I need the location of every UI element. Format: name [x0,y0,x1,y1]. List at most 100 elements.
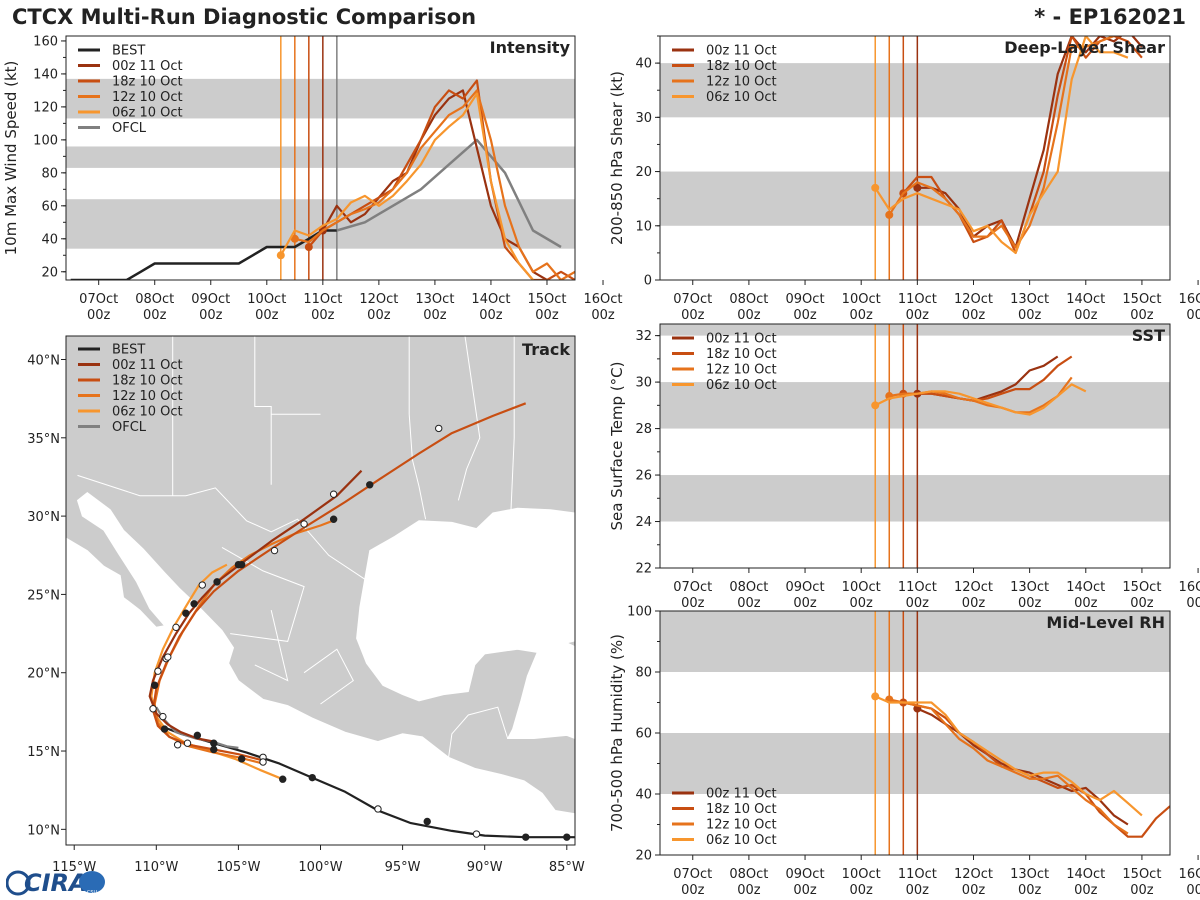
x-tick-label-hour: 00z [1074,308,1098,323]
legend-label-r12z10: 12z 10 Oct [706,75,777,90]
x-tick-label-hour: 00z [87,308,111,323]
legend-label-r00z11: 00z 11 Oct [706,44,777,59]
x-tick-label-hour: 00z [906,596,930,611]
series-layer [871,692,1170,838]
x-tick-label-date: 16Oct [1179,580,1200,595]
y-tick-label: 40 [635,57,652,72]
x-tick-label-hour: 00z [906,883,930,898]
y-tick-label: 80 [41,166,58,181]
y-tick-label: 22 [635,562,652,577]
track-point-r06z10 [237,755,246,763]
x-tick-label-hour: 00z [906,308,930,323]
x-tick-label-hour: 00z [793,308,817,323]
legend-label-ofcl: OFCL [112,121,147,136]
series-line-r06z10 [874,383,1087,416]
legend-label-ofcl: OFCL [112,420,147,435]
x-tick-label-hour: 00z [367,308,391,323]
track-point-r18z10 [366,481,374,489]
legend-label-r06z10: 06z 10 Oct [706,833,777,848]
y-axis-label: Sea Surface Temp (°C) [608,361,626,530]
track-point-best [423,817,431,826]
legend-label-r18z10: 18z 10 Oct [706,347,777,362]
lon-tick-label: 115°W [52,860,96,875]
lat-tick-label: 15°N [27,745,60,760]
track-point-r00z11 [329,490,338,498]
csu-logo-text: CSU [87,890,98,896]
x-tick-label-date: 13Oct [415,292,454,307]
x-tick-label-date: 11Oct [303,292,342,307]
x-tick-label-date: 07Oct [673,867,712,882]
legend-label-r18z10: 18z 10 Oct [112,374,183,389]
x-tick-label-hour: 00z [681,883,705,898]
plot-frame [65,35,576,281]
y-tick-label: 10 [635,219,652,234]
y-axis-label: 200-850 hPa Shear (kt) [608,71,626,245]
shear-panel: 01020304007Oct00z08Oct00z09Oct00z10Oct00… [608,35,1200,323]
legend-label-r06z10: 06z 10 Oct [112,405,183,420]
sst-panel: 22242628303207Oct00z08Oct00z09Oct00z10Oc… [608,323,1200,611]
y-tick-label: 20 [635,849,652,864]
panel-title: Mid-Level RH [1046,613,1165,632]
x-tick-label-date: 15Oct [527,292,566,307]
track-point-r00z11 [300,520,308,528]
init-point-r12z10 [885,210,894,219]
series-line-r06z10 [279,92,534,280]
track-point-r18z10 [210,745,218,754]
shade-band-2 [66,78,575,119]
track-point-r06z10 [183,739,192,747]
init-point-r00z11 [913,183,922,192]
legend-label-r06z10: 06z 10 Oct [706,90,777,105]
series-line-r06z10 [874,695,1143,817]
y-tick-label: 26 [635,469,652,484]
legend-label-r18z10: 18z 10 Oct [706,59,777,74]
lon-tick-label: 95°W [385,860,421,875]
track-point-r06z10 [279,775,287,783]
x-tick-label-date: 16Oct [1179,292,1200,307]
track-point-r18z10 [164,653,172,661]
track-point-r12z10 [172,623,180,632]
legend-label-r00z11: 00z 11 Oct [706,332,777,347]
x-tick-label-hour: 00z [1186,596,1200,611]
x-tick-label-date: 08Oct [729,580,768,595]
track-point-r18z10 [190,600,198,608]
x-tick-label-hour: 00z [850,596,874,611]
lon-tick-label: 85°W [549,860,585,875]
x-tick-label-date: 12Oct [954,580,993,595]
x-tick-label-date: 08Oct [729,867,768,882]
x-tick-label-date: 14Oct [1066,867,1105,882]
x-tick-label-hour: 00z [737,596,761,611]
shade-band-1 [660,611,1170,672]
track-line-r18z10 [151,402,527,762]
x-tick-label-date: 14Oct [1066,292,1105,307]
track-point-r18z10 [234,560,243,569]
x-tick-label-date: 13Oct [1010,867,1049,882]
y-tick-label: 30 [635,376,652,391]
series-line-r12z10 [888,36,1115,249]
x-tick-label-hour: 00z [1186,308,1200,323]
x-tick-label-date: 10Oct [247,292,286,307]
lon-tick-label: 90°W [467,860,503,875]
lon-tick-label: 105°W [216,860,260,875]
x-tick-label-date: 09Oct [786,292,825,307]
panel-title: SST [1132,326,1165,345]
x-tick-label-date: 07Oct [79,292,118,307]
plot-frame [659,35,1171,281]
x-tick-label-hour: 00z [311,308,335,323]
border-line-5 [510,336,515,510]
y-tick-label: 30 [635,111,652,126]
cira-logo-ring [6,870,31,896]
border-line-7 [448,706,509,758]
x-tick-label-date: 09Oct [191,292,230,307]
y-tick-label: 40 [41,232,58,247]
x-tick-label-date: 13Oct [1010,292,1049,307]
y-tick-label: 32 [635,329,652,344]
x-tick-label-hour: 00z [423,308,447,323]
y-tick-label: 28 [635,422,652,437]
y-tick-label: 100 [627,605,652,620]
x-tick-label-date: 16Oct [584,292,623,307]
x-tick-label-date: 15Oct [1122,292,1161,307]
init-point-r18z10 [304,243,313,252]
track-line-ofcl [155,706,239,749]
x-tick-label-hour: 00z [850,883,874,898]
x-tick-label-hour: 00z [681,308,705,323]
